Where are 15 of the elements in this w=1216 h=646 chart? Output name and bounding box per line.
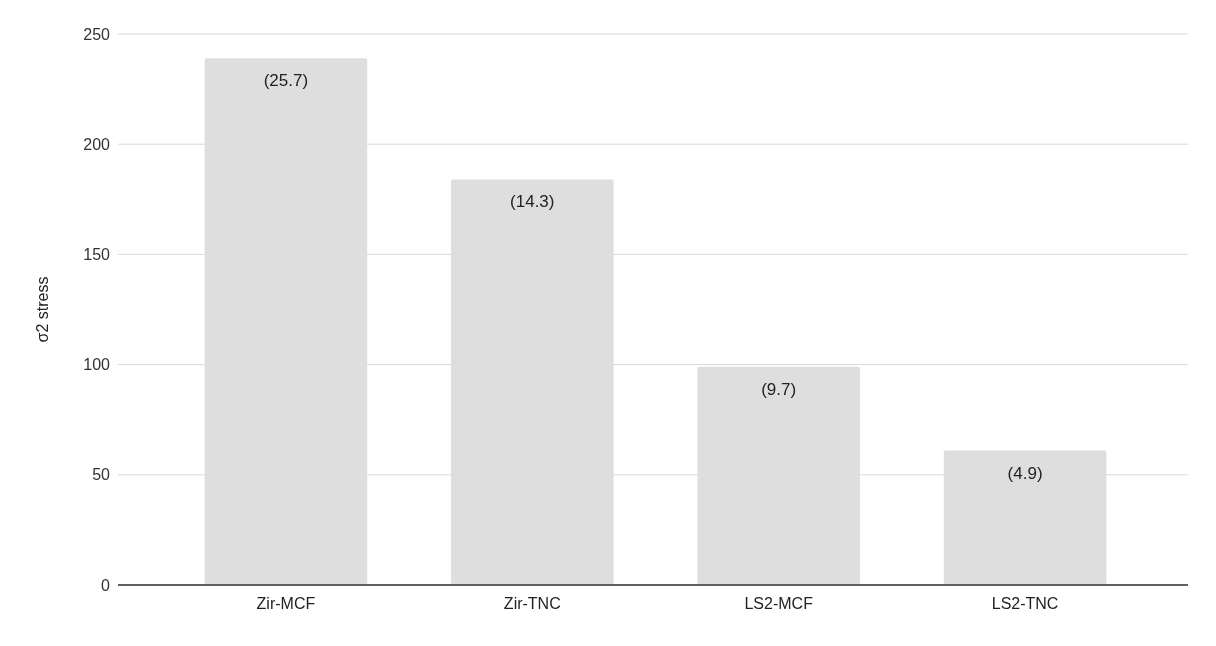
y-tick-label: 150 <box>83 246 111 263</box>
y-tick-label: 200 <box>83 135 111 153</box>
x-tick-label: Zir-TNC <box>503 595 561 612</box>
x-tick-label: Zir-MCF <box>256 595 316 612</box>
y-tick-label: 50 <box>92 466 111 484</box>
x-tick-label: LS2-MCF <box>744 595 814 612</box>
y-axis-title: σ2 stress <box>34 276 51 343</box>
y-tick-label: 100 <box>83 356 111 374</box>
annotation: (25.7) <box>263 71 309 91</box>
annotation: (9.7) <box>761 379 797 399</box>
annotation: (4.9) <box>1007 463 1043 483</box>
x-tick-label: LS2-TNC <box>991 595 1059 612</box>
annotation: (14.3) <box>510 192 555 212</box>
y-tick-label: 0 <box>101 576 111 594</box>
y-tick-label: 250 <box>83 25 111 43</box>
